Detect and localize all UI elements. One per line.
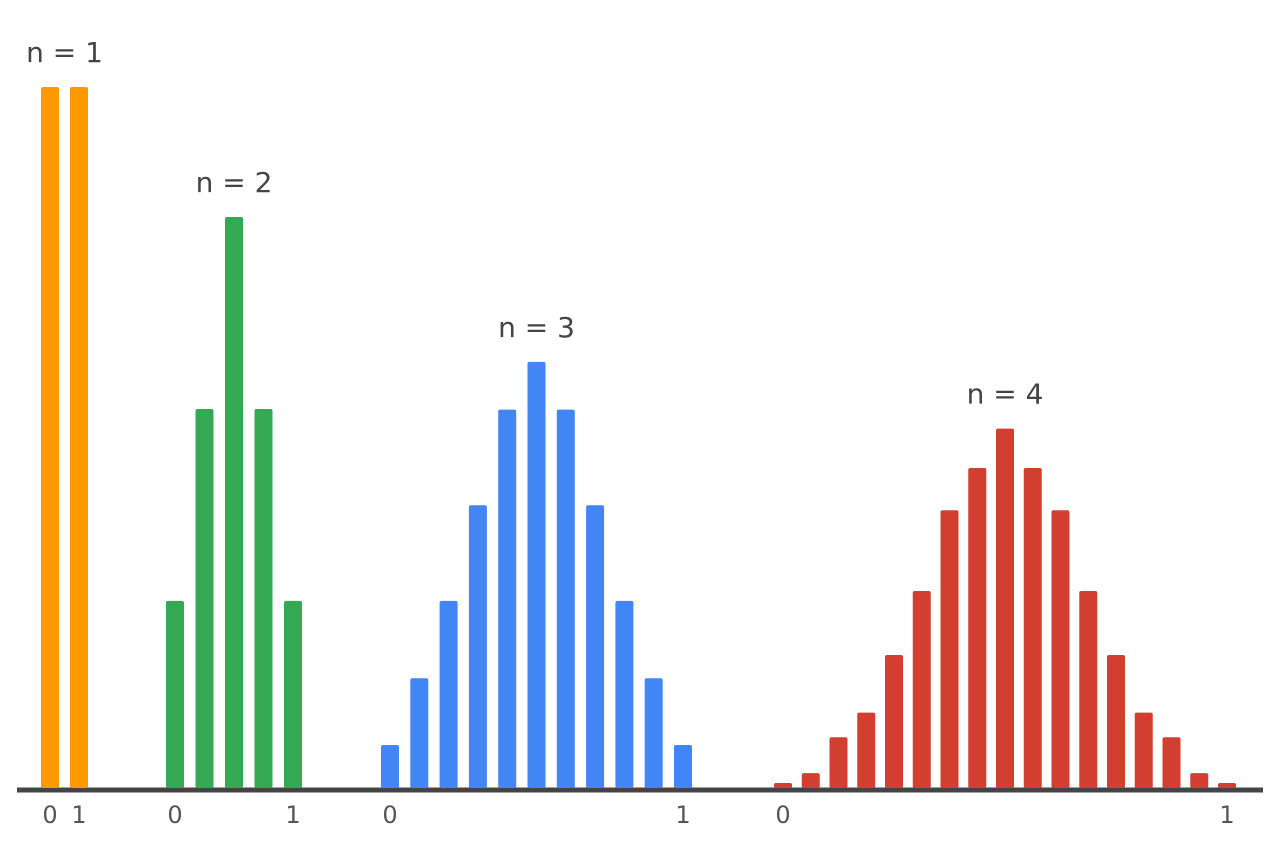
bar (527, 361, 546, 788)
bar (1079, 591, 1098, 788)
bar (940, 510, 959, 788)
bar (254, 408, 273, 788)
x-tick-label: 1 (285, 801, 300, 829)
bar (468, 505, 487, 788)
bar (644, 678, 663, 788)
group-title: n = 3 (498, 311, 575, 344)
bar (70, 87, 88, 788)
bar (857, 712, 876, 788)
bar (1190, 773, 1209, 788)
bar (498, 409, 517, 788)
bar (912, 591, 931, 788)
group-title: n = 2 (196, 166, 273, 199)
x-tick-label: 0 (167, 801, 182, 829)
bar (225, 217, 243, 788)
x-tick-label: 0 (382, 801, 397, 829)
bar (586, 505, 605, 788)
bar (195, 408, 214, 788)
bar (410, 678, 429, 788)
bar (1107, 655, 1125, 788)
x-tick-label: 0 (775, 801, 790, 829)
bar (996, 428, 1014, 788)
bar (1218, 782, 1236, 788)
bar (1051, 510, 1070, 788)
bar (1134, 712, 1153, 788)
bar (774, 782, 792, 788)
bar (556, 409, 575, 788)
x-tick-label: 1 (1219, 801, 1234, 829)
bar (41, 87, 59, 788)
bar (674, 745, 692, 788)
group-title: n = 4 (967, 378, 1044, 411)
x-tick-label: 1 (675, 801, 690, 829)
x-tick-label: 1 (71, 801, 86, 829)
bar (615, 600, 634, 788)
bar (1023, 468, 1042, 788)
bar (166, 600, 184, 788)
bar (829, 737, 848, 788)
bar (1162, 737, 1181, 788)
bar (284, 600, 302, 788)
bar (801, 773, 820, 788)
bar (381, 745, 399, 788)
bar (439, 600, 458, 788)
bar (968, 468, 987, 788)
bar (885, 655, 903, 788)
x-tick-label: 0 (42, 801, 57, 829)
group-title: n = 1 (26, 36, 103, 69)
